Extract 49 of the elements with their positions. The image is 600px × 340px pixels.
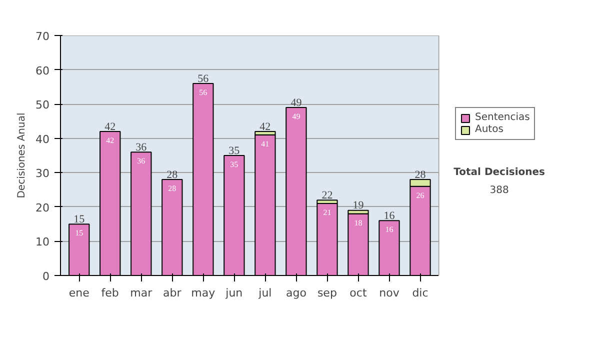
x-tick-label: jul xyxy=(258,286,272,300)
data-label: 42 xyxy=(106,136,114,145)
total-label: 22 xyxy=(322,189,333,202)
y-tick-label: 30 xyxy=(36,167,50,180)
total-label: 19 xyxy=(352,200,364,212)
total-label: 49 xyxy=(290,96,302,109)
x-tick-label: abr xyxy=(163,286,182,300)
legend-label: Autos xyxy=(475,124,504,135)
x-tick-label: ene xyxy=(68,286,90,300)
data-label: 26 xyxy=(416,190,424,200)
y-tick-label: 0 xyxy=(42,270,50,283)
data-label: 21 xyxy=(323,208,332,217)
data-label: 56 xyxy=(199,88,208,97)
total-label: 35 xyxy=(228,144,240,157)
total-label: 16 xyxy=(384,210,396,222)
data-label: 15 xyxy=(75,228,84,238)
x-tick-label: mar xyxy=(130,286,153,300)
y-tick-label: 50 xyxy=(36,98,50,112)
y-tick-label: 20 xyxy=(36,201,50,214)
x-tick-label: ago xyxy=(286,286,307,300)
x-tick-label: oct xyxy=(350,286,368,300)
total-label: 15 xyxy=(74,213,86,226)
x-tick-label: may xyxy=(191,286,216,300)
total-label: 28 xyxy=(166,168,178,181)
total-label: 36 xyxy=(136,141,148,154)
y-tick-label: 40 xyxy=(36,132,50,146)
data-label: 28 xyxy=(168,184,176,193)
y-tick-label: 60 xyxy=(36,64,50,78)
data-label: 36 xyxy=(137,156,146,166)
text: 388 xyxy=(490,185,509,196)
data-label: 16 xyxy=(385,225,394,234)
total-label: 42 xyxy=(104,120,116,133)
x-tick-label: dic xyxy=(412,286,428,300)
y-axis-title: Decisiones Anual xyxy=(16,112,28,198)
data-label: 41 xyxy=(261,139,270,148)
total-label: 56 xyxy=(198,72,210,85)
x-tick-label: jun xyxy=(224,286,243,300)
data-label: 18 xyxy=(354,218,362,228)
x-tick-label: nov xyxy=(379,286,400,300)
y-tick-label: 10 xyxy=(36,236,50,249)
text: Total Decisiones xyxy=(454,166,546,178)
data-label: 49 xyxy=(292,112,300,121)
legend-label: Sentencias xyxy=(475,112,530,123)
y-tick-label: 70 xyxy=(36,30,50,43)
total-label: 28 xyxy=(414,168,426,181)
data-label: 35 xyxy=(230,160,238,169)
total-label: 42 xyxy=(260,120,271,133)
x-tick-label: sep xyxy=(317,286,337,300)
x-tick-label: feb xyxy=(101,286,119,300)
